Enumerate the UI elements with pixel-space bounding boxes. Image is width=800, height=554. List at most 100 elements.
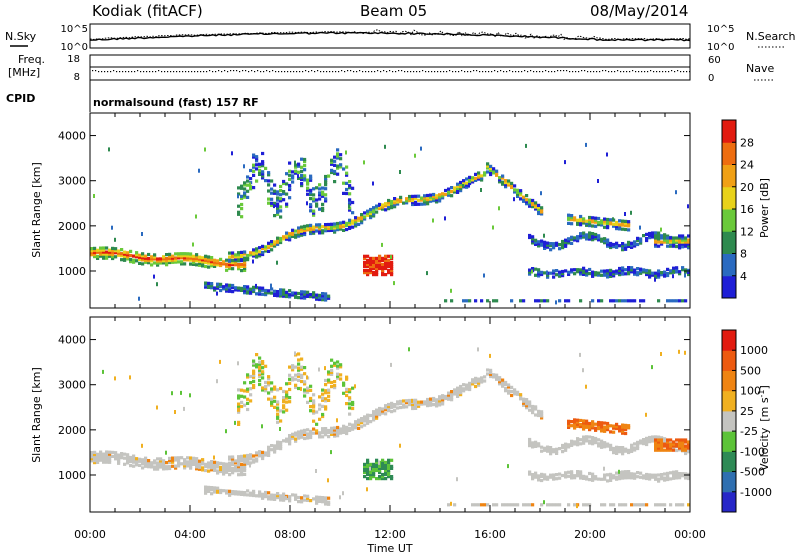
heatmap-cell <box>345 223 349 227</box>
heatmap-cell <box>330 450 332 455</box>
heatmap-cell <box>363 462 367 466</box>
heatmap-cell <box>630 447 634 451</box>
heatmap-cell <box>279 290 283 294</box>
heatmap-cell <box>633 448 637 452</box>
nave-dot <box>659 71 661 73</box>
heatmap-cell <box>375 412 379 416</box>
heatmap-cell <box>618 448 622 452</box>
heatmap-cell <box>477 383 481 387</box>
heatmap-cell <box>621 470 625 474</box>
heatmap-cell <box>678 236 682 240</box>
heatmap-cell <box>336 374 340 378</box>
heatmap-cell <box>192 458 196 462</box>
heatmap-cell <box>168 256 172 260</box>
heatmap-cell <box>627 220 631 224</box>
heatmap-cell <box>279 440 283 445</box>
heatmap-cell <box>591 270 595 274</box>
heatmap-cell <box>210 488 214 492</box>
heatmap-cell <box>582 221 586 225</box>
heatmap-cell <box>243 252 247 256</box>
heatmap-cell <box>582 423 586 427</box>
heatmap-cell <box>603 217 607 221</box>
heatmap-cell <box>276 414 280 418</box>
heatmap-cell <box>567 239 571 243</box>
heatmap-cell <box>675 442 679 446</box>
nave-dot <box>263 71 265 73</box>
heatmap-cell <box>105 456 109 460</box>
heatmap-cell <box>495 173 499 177</box>
heatmap-cell <box>651 435 655 439</box>
nave-dot <box>536 71 538 73</box>
heatmap-cell <box>114 453 118 457</box>
heatmap-cell <box>102 369 104 374</box>
heatmap-cell <box>351 406 355 411</box>
heatmap-cell <box>555 477 559 481</box>
heatmap-cell <box>288 183 292 188</box>
heatmap-cell <box>609 478 613 482</box>
heatmap-cell <box>648 236 652 240</box>
heatmap-cell <box>627 224 631 228</box>
heatmap-cell <box>666 448 670 452</box>
heatmap-cell <box>513 388 517 392</box>
heatmap-cell <box>618 472 622 477</box>
heatmap-cell <box>501 182 505 186</box>
heatmap-cell <box>261 494 265 498</box>
heatmap-cell <box>219 288 223 293</box>
heatmap-cell <box>162 465 166 469</box>
heatmap-cell <box>105 460 109 464</box>
heatmap-cell <box>534 201 538 205</box>
heatmap-cell <box>660 236 664 240</box>
heatmap-cell <box>390 199 394 204</box>
heatmap-cell <box>339 377 343 381</box>
heatmap-cell <box>420 400 424 404</box>
heatmap-cell <box>489 172 493 177</box>
heatmap-cell <box>525 202 529 206</box>
heatmap-cell <box>399 199 403 203</box>
heatmap-cell <box>252 489 256 493</box>
heatmap-cell <box>261 456 265 461</box>
heatmap-cell <box>378 408 382 413</box>
heatmap-cell <box>495 375 499 379</box>
heatmap-cell <box>327 294 331 298</box>
heatmap-cell <box>252 163 256 167</box>
heatmap-cell <box>342 491 344 496</box>
heatmap-cell <box>681 268 685 272</box>
heatmap-cell <box>324 366 326 371</box>
heatmap-cell <box>396 402 400 406</box>
heatmap-cell <box>312 411 316 415</box>
heatmap-cell <box>189 462 193 466</box>
heatmap-cell <box>399 405 403 410</box>
heatmap-cell <box>324 296 328 300</box>
heatmap-cell <box>567 470 571 474</box>
heatmap-cell <box>261 386 265 390</box>
heatmap-cell <box>594 477 598 481</box>
heatmap-cell <box>630 245 634 249</box>
heatmap-cell <box>318 435 322 439</box>
nave-dot <box>473 70 475 72</box>
heatmap-cell <box>291 228 295 232</box>
heatmap-cell <box>210 256 214 260</box>
heatmap-cell <box>372 214 376 218</box>
heatmap-cell <box>621 476 625 480</box>
heatmap-cell <box>213 490 217 494</box>
heatmap-cell <box>279 419 283 423</box>
heatmap-cell <box>267 201 271 205</box>
heatmap-cell <box>336 418 338 423</box>
heatmap-cell <box>531 503 535 507</box>
heatmap-cell <box>636 475 640 479</box>
heatmap-cell <box>405 401 409 405</box>
heatmap-cell <box>675 472 679 476</box>
heatmap-cell <box>267 291 271 295</box>
heatmap-cell <box>369 475 373 479</box>
heatmap-cell <box>177 462 181 466</box>
nave-dot <box>434 71 436 73</box>
heatmap-cell <box>606 273 610 277</box>
heatmap-cell <box>261 288 265 292</box>
heatmap-cell <box>684 244 688 248</box>
heatmap-cell <box>540 241 544 245</box>
heatmap-cell <box>468 381 472 385</box>
heatmap-cell <box>546 475 550 479</box>
heatmap-cell <box>354 218 358 222</box>
nave-dot <box>626 71 628 73</box>
